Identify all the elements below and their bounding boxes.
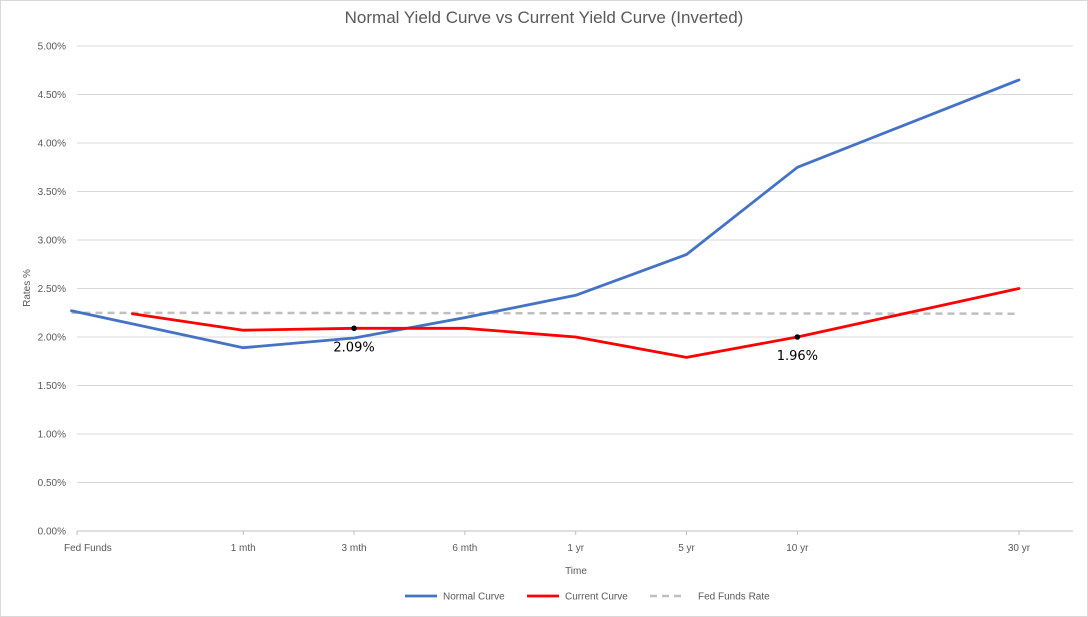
data-label: 1.96%: [777, 349, 818, 364]
data-point-marker: [351, 325, 357, 332]
y-tick-label: 4.00%: [38, 139, 66, 150]
x-tick-label: 1 yr: [567, 543, 584, 554]
x-tick-label: Fed Funds: [64, 543, 112, 554]
y-tick-label: 2.50%: [38, 284, 66, 295]
chart-title: Normal Yield Curve vs Current Yield Curv…: [344, 8, 744, 27]
data-point-marker: [794, 334, 801, 340]
y-tick-label: 3.00%: [38, 236, 66, 247]
x-tick-label: 1 mth: [231, 543, 256, 554]
y-tick-label: 2.00%: [38, 333, 66, 344]
series-line-current-curve: [130, 287, 1021, 359]
legend-label: Current Curve: [565, 592, 628, 603]
y-tick-label: 0.50%: [38, 478, 66, 489]
x-tick-label: 5 yr: [678, 543, 695, 554]
x-tick-label: 10 yr: [786, 543, 809, 554]
x-tick-label: 30 yr: [1008, 543, 1031, 554]
x-tick-label: 3 mth: [342, 543, 367, 554]
y-tick-label: 4.50%: [38, 90, 66, 101]
series-line-normal-curve: [70, 78, 1021, 350]
y-tick-label: 1.50%: [38, 381, 66, 392]
x-tick-label: 6 mth: [452, 543, 477, 554]
y-axis-title: Rates %: [22, 269, 33, 307]
y-tick-label: 3.50%: [38, 187, 66, 198]
legend-label: Fed Funds Rate: [698, 592, 770, 603]
x-axis-title: Time: [565, 566, 587, 577]
y-tick-label: 5.00%: [38, 42, 66, 53]
y-tick-label: 0.00%: [38, 527, 66, 538]
data-label: 2.09%: [333, 340, 374, 355]
series-line-fed-funds-rate: [71, 311, 1020, 315]
y-tick-label: 1.00%: [38, 430, 66, 441]
legend-label: Normal Curve: [443, 592, 505, 603]
